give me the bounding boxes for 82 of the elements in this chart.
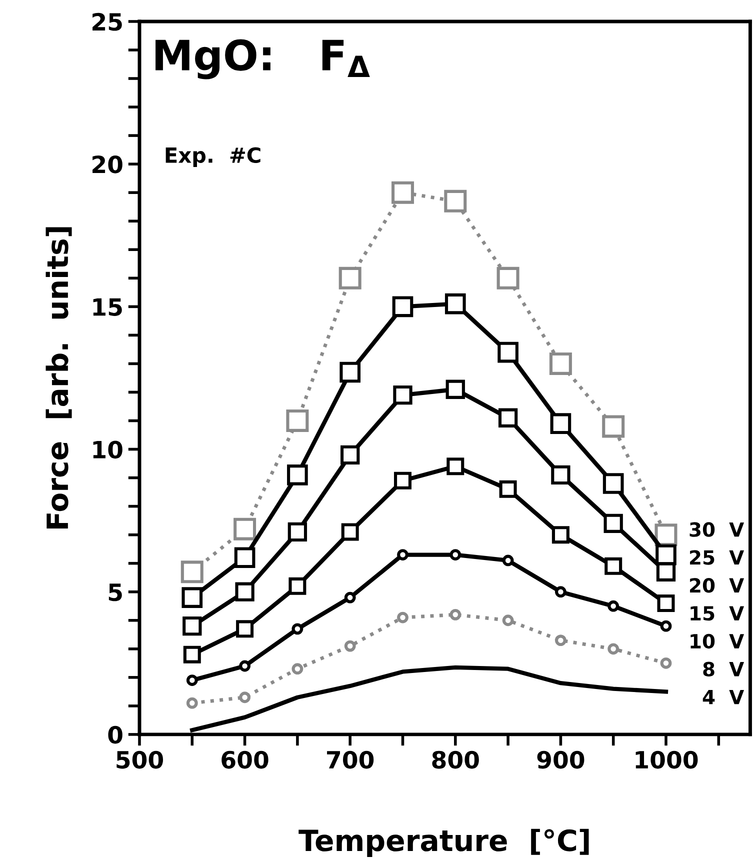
x-tick-label: 900 bbox=[537, 750, 584, 769]
point bbox=[234, 518, 256, 540]
point bbox=[288, 577, 306, 595]
point bbox=[397, 549, 408, 560]
point bbox=[656, 562, 676, 582]
point bbox=[608, 643, 620, 655]
series-label: 30 V bbox=[690, 522, 744, 537]
y-tick-label: 25 bbox=[92, 12, 122, 31]
point bbox=[338, 266, 362, 290]
point bbox=[186, 697, 198, 709]
point bbox=[286, 409, 309, 432]
point bbox=[660, 620, 672, 632]
point bbox=[182, 587, 203, 608]
point bbox=[235, 582, 254, 602]
point bbox=[234, 547, 256, 568]
point bbox=[292, 663, 304, 675]
x-tick-label: 700 bbox=[327, 750, 374, 769]
point bbox=[550, 413, 572, 434]
point bbox=[450, 608, 462, 620]
point bbox=[186, 674, 198, 686]
point bbox=[660, 657, 672, 669]
series-label: 4 V bbox=[702, 690, 744, 704]
point bbox=[446, 458, 464, 476]
point bbox=[657, 594, 675, 612]
point bbox=[602, 415, 625, 438]
y-tick-label: 10 bbox=[93, 440, 122, 459]
series-label: 10 V bbox=[690, 634, 744, 649]
point bbox=[654, 524, 678, 546]
y-tick-label: 5 bbox=[108, 584, 122, 602]
point bbox=[502, 554, 514, 566]
x-tick-label: 600 bbox=[222, 750, 268, 769]
point bbox=[444, 293, 466, 314]
point bbox=[604, 557, 622, 575]
point bbox=[180, 560, 204, 584]
point bbox=[552, 526, 570, 544]
x-tick-label: 500 bbox=[116, 750, 164, 769]
point bbox=[502, 614, 514, 626]
point bbox=[608, 600, 620, 612]
point bbox=[392, 296, 414, 318]
series-label: 15 V bbox=[690, 606, 744, 621]
point bbox=[498, 342, 518, 363]
point bbox=[182, 616, 202, 636]
y-tick-label: 15 bbox=[93, 298, 122, 316]
point bbox=[344, 640, 356, 652]
series-label: 20 V bbox=[690, 578, 744, 593]
point bbox=[239, 660, 250, 672]
point bbox=[288, 522, 308, 542]
y-tick-label: 20 bbox=[92, 156, 122, 174]
chart-title: MgO: F$_{Δ}$ bbox=[156, 39, 370, 80]
point bbox=[554, 634, 566, 646]
x-tick-label: 800 bbox=[432, 750, 479, 769]
point bbox=[183, 646, 201, 664]
point bbox=[549, 352, 572, 375]
point bbox=[450, 549, 462, 560]
point bbox=[554, 586, 566, 598]
point bbox=[446, 380, 465, 399]
point bbox=[394, 472, 412, 490]
point bbox=[341, 523, 359, 541]
y-axis-title: Force [arb. units] bbox=[46, 227, 72, 528]
point bbox=[391, 181, 414, 204]
point bbox=[239, 692, 250, 704]
x-tick-label: 1000 bbox=[636, 750, 698, 769]
series-label: 25 V bbox=[690, 550, 744, 565]
point bbox=[292, 623, 304, 635]
point bbox=[393, 385, 412, 405]
point bbox=[602, 473, 624, 494]
series-label: 8 V bbox=[703, 662, 744, 677]
point bbox=[340, 445, 360, 465]
point bbox=[496, 266, 520, 290]
point bbox=[498, 408, 518, 428]
point bbox=[444, 190, 467, 212]
x-axis-title: Temperature [°C] bbox=[298, 828, 589, 858]
point bbox=[287, 464, 308, 486]
point bbox=[499, 480, 517, 498]
point bbox=[340, 362, 361, 383]
y-tick-label: 0 bbox=[108, 726, 122, 744]
point bbox=[236, 620, 254, 638]
point bbox=[344, 592, 356, 604]
point bbox=[551, 465, 570, 485]
point bbox=[397, 612, 408, 624]
annotation: Exp. #C bbox=[166, 147, 260, 168]
point bbox=[604, 514, 623, 533]
